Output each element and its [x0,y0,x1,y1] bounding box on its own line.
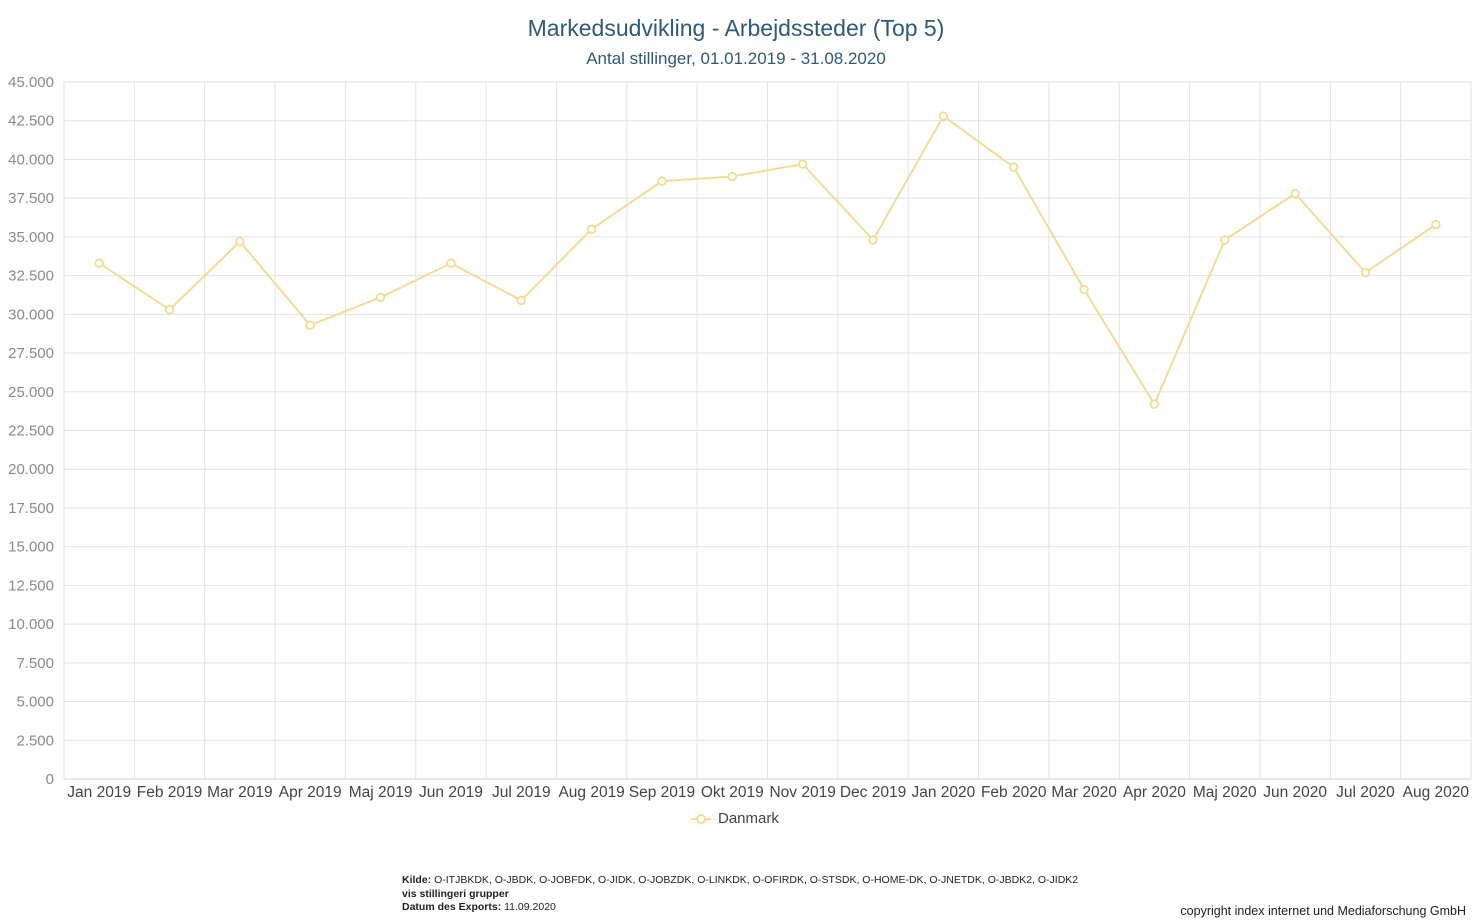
x-tick-label: Maj 2020 [1193,784,1257,801]
y-tick-label: 0 [46,771,54,788]
data-point [446,258,456,268]
data-point [1290,188,1300,199]
export-value: 11.09.2020 [504,901,556,913]
x-tick-label: Apr 2020 [1123,784,1186,801]
data-point [727,171,738,182]
chart-title: Markedsudvikling - Arbejdssteder (Top 5) [528,15,945,41]
x-tick-label: Feb 2020 [981,784,1047,801]
x-tick-label: Jul 2020 [1336,784,1395,801]
data-point [235,236,245,247]
line-chart: Markedsudvikling - Arbejdssteder (Top 5)… [8,15,1472,827]
chart-legend[interactable]: Danmark [691,810,779,827]
y-tick-label: 45.000 [8,74,54,91]
data-point [1149,399,1160,409]
x-tick-label: Sep 2019 [629,784,695,801]
y-tick-label: 25.000 [8,384,54,401]
x-tick-label: Okt 2019 [701,784,764,801]
x-tick-label: Dec 2019 [840,784,906,801]
data-point [516,295,526,306]
y-tick-label: 20.000 [8,461,54,478]
x-tick-label: Jun 2019 [419,784,483,801]
legend-label-danmark: Danmark [718,810,779,827]
data-point [938,111,949,121]
series-line [98,115,1437,406]
y-tick-label: 15.000 [8,539,54,556]
chart-footer: Kilde: O-ITJBKDK, O-JBDK, O-JOBFDK, O-JI… [402,874,1078,915]
x-tick-label: Feb 2019 [137,784,203,801]
data-point [1220,235,1230,245]
x-tick-label: Apr 2019 [279,784,342,801]
data-point [1009,162,1019,172]
y-tick-label: 42.500 [8,113,54,130]
x-tick-label: Mar 2020 [1051,784,1117,801]
x-tick-label: Jun 2020 [1263,784,1327,801]
chart-subtitle: Antal stillinger, 01.01.2019 - 31.08.202… [586,49,886,68]
y-axis-ticks: 0 2.500 5.000 7.500 10.000 12.500 15.000 17.500… [8,74,54,788]
legend-marker [696,814,706,824]
x-tick-label: Jan 2019 [67,784,131,801]
data-point [797,159,808,169]
source-label: Kilde: [402,874,432,886]
data-point [1431,219,1441,230]
data-point [868,235,878,245]
y-tick-label: 40.000 [8,151,54,168]
y-tick-label: 32.500 [8,268,54,285]
y-tick-label: 17.500 [8,500,54,517]
x-tick-label: Jan 2020 [911,784,975,801]
y-tick-label: 30.000 [8,306,54,323]
x-tick-label: Jul 2019 [492,784,551,801]
export-line: Datum des Exports: 11.09.2020 [402,901,1078,915]
data-point [1079,284,1089,295]
y-tick-label: 10.000 [8,616,54,633]
x-tick-label: Aug 2020 [1403,784,1470,801]
x-axis-ticks: Jan 2019 Feb 2019 Mar 2019 Apr 2019 Maj 2019… [67,784,1469,801]
y-tick-label: 5.000 [16,694,54,711]
chart-grid [63,81,1472,780]
copyright-text: copyright index internet und Mediaforsch… [1180,904,1466,918]
y-tick-label: 12.500 [8,577,54,594]
source-line: Kilde: O-ITJBKDK, O-JBDK, O-JOBFDK, O-JI… [402,874,1078,888]
group-line: vis stillingeri grupper [402,888,1078,902]
export-label: Datum des Exports: [402,901,502,913]
data-point [94,258,104,268]
data-point [375,292,386,302]
data-point [657,176,667,186]
x-tick-label: Mar 2019 [207,784,272,801]
data-point [1360,267,1371,278]
series-danmark [94,111,1441,409]
y-tick-label: 2.500 [16,732,54,749]
y-tick-label: 27.500 [8,345,54,362]
y-tick-label: 37.500 [8,190,54,207]
x-tick-label: Nov 2019 [769,784,835,801]
data-point [586,224,597,234]
source-value: O-ITJBKDK, O-JBDK, O-JOBFDK, O-JIDK, O-J… [434,874,1079,886]
data-point [305,320,315,330]
x-tick-label: Aug 2019 [558,784,624,801]
x-tick-label: Maj 2019 [349,784,413,801]
y-tick-label: 35.000 [8,229,54,246]
y-tick-label: 7.500 [16,655,54,672]
group-text: vis stillingeri grupper [402,887,509,900]
y-tick-label: 22.500 [8,423,54,440]
data-point [164,304,175,315]
